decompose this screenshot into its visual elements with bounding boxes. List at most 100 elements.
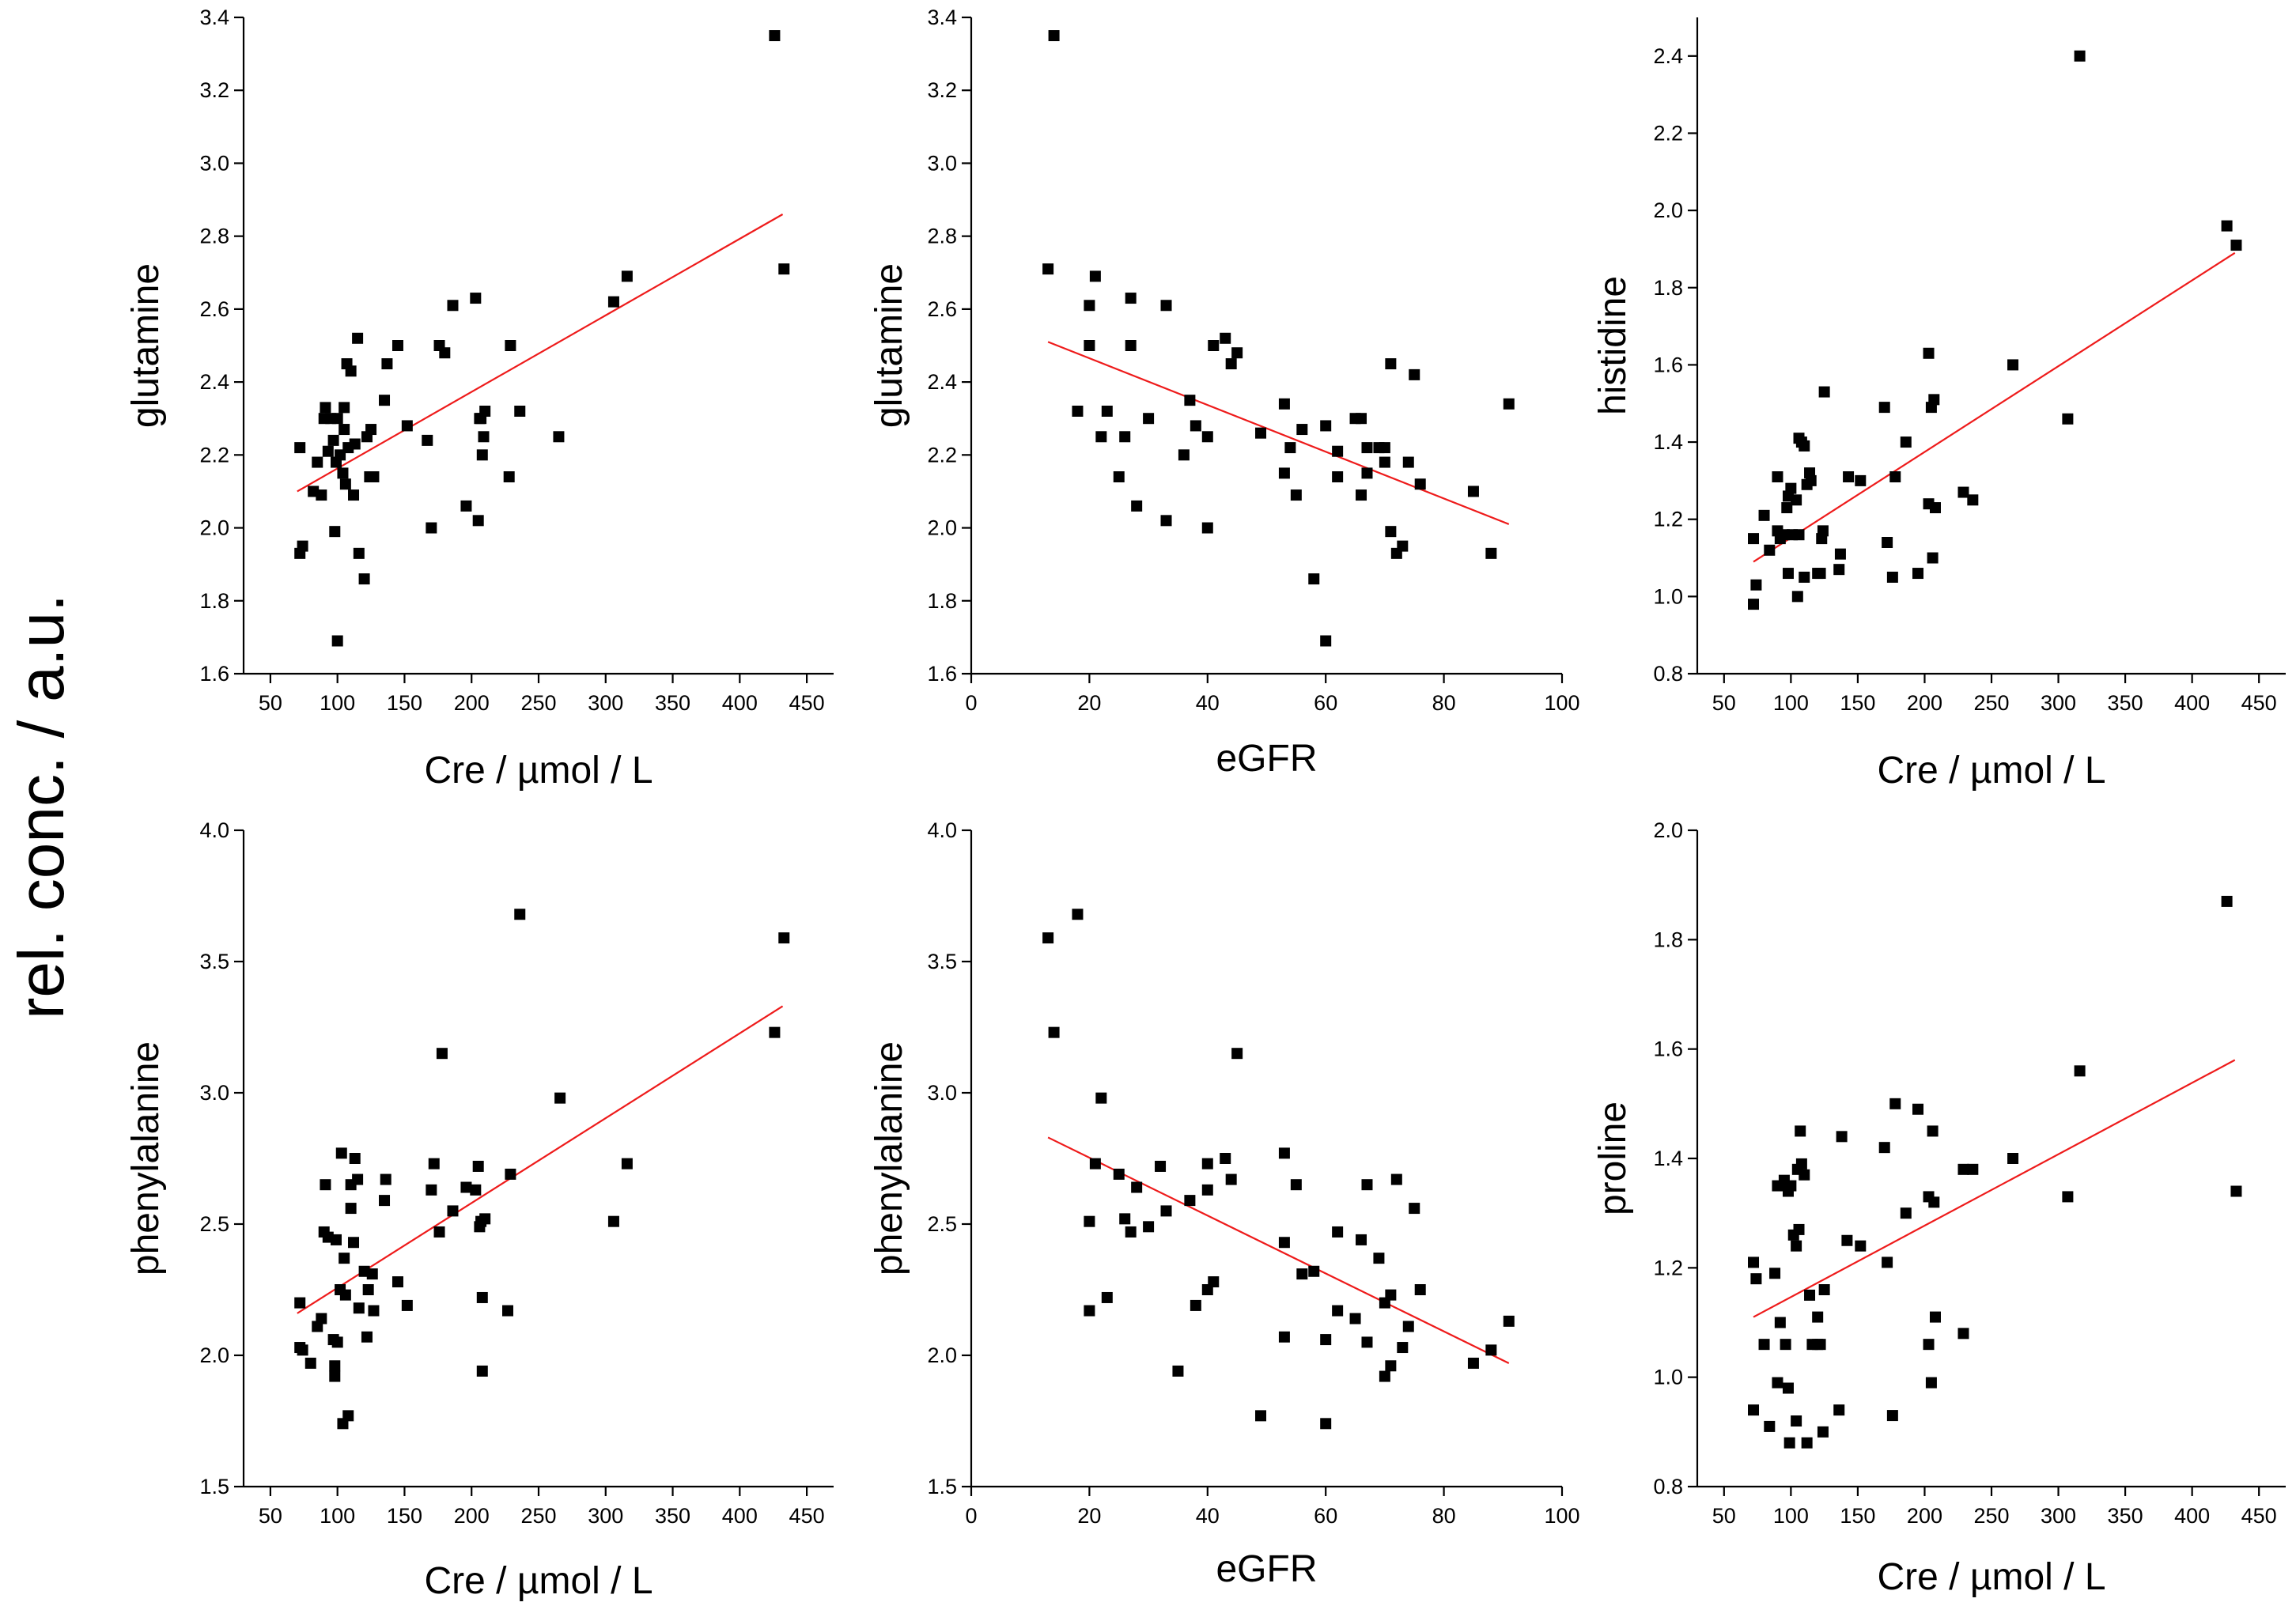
data-point bbox=[1089, 270, 1101, 282]
x-tick-label: 300 bbox=[2041, 1504, 2076, 1528]
x-tick-label: 300 bbox=[2041, 691, 2076, 715]
x-tick-label: 350 bbox=[655, 1504, 690, 1528]
data-point bbox=[368, 1305, 380, 1317]
data-point bbox=[1817, 1426, 1829, 1438]
data-point bbox=[1356, 413, 1367, 425]
data-point bbox=[1255, 427, 1267, 439]
data-point bbox=[1414, 1284, 1426, 1295]
data-point bbox=[1290, 1179, 1302, 1191]
data-point bbox=[1882, 1256, 1893, 1268]
y-tick-label: 1.2 bbox=[1653, 508, 1683, 531]
data-point bbox=[1125, 1226, 1137, 1238]
x-tick-label: 450 bbox=[2241, 691, 2277, 715]
x-tick-label: 50 bbox=[259, 1504, 282, 1528]
data-point bbox=[1296, 424, 1308, 436]
data-point bbox=[1764, 544, 1776, 556]
data-point bbox=[1225, 1173, 1237, 1185]
data-point bbox=[1912, 1103, 1923, 1115]
data-point bbox=[1900, 436, 1912, 448]
data-point bbox=[478, 431, 490, 443]
x-tick-label: 300 bbox=[588, 691, 623, 715]
data-point bbox=[476, 1291, 488, 1303]
x-tick-label: 60 bbox=[1314, 1504, 1337, 1528]
y-tick-label: 1.0 bbox=[1653, 584, 1683, 608]
shared-y-axis-title: rel. conc. / a.u. bbox=[6, 594, 78, 1019]
data-point bbox=[2230, 1185, 2242, 1197]
y-tick-label: 1.0 bbox=[1653, 1366, 1683, 1389]
data-point bbox=[553, 431, 565, 443]
data-point bbox=[1886, 1410, 1898, 1422]
x-tick-label: 60 bbox=[1314, 691, 1337, 715]
data-point bbox=[1758, 1339, 1770, 1351]
y-tick-label: 2.0 bbox=[927, 1343, 957, 1367]
data-point bbox=[1084, 300, 1095, 312]
data-point bbox=[472, 515, 484, 527]
data-point bbox=[1791, 1240, 1802, 1252]
data-point bbox=[1113, 471, 1125, 482]
data-point bbox=[1855, 1240, 1867, 1252]
y-tick-label: 1.5 bbox=[927, 1475, 957, 1498]
y-tick-label: 3.5 bbox=[199, 950, 229, 973]
data-point bbox=[1095, 431, 1107, 443]
data-point bbox=[1774, 1317, 1786, 1328]
y-tick-label: 1.5 bbox=[199, 1475, 229, 1498]
data-point bbox=[1799, 1169, 1810, 1181]
y-tick-label: 1.6 bbox=[199, 662, 229, 686]
data-point bbox=[1385, 358, 1397, 370]
data-point bbox=[1783, 1437, 1795, 1449]
y-tick-label: 3.0 bbox=[199, 151, 229, 175]
x-axis-title: eGFR bbox=[1216, 738, 1317, 780]
data-point bbox=[426, 1184, 437, 1196]
data-point bbox=[339, 1253, 350, 1264]
data-point bbox=[1332, 1305, 1344, 1317]
y-tick-label: 1.6 bbox=[927, 662, 957, 686]
data-point bbox=[1929, 1311, 1941, 1323]
data-point bbox=[2230, 240, 2242, 251]
x-tick-label: 400 bbox=[722, 691, 758, 715]
data-point bbox=[1143, 1221, 1155, 1233]
data-point bbox=[1791, 494, 1802, 506]
data-point bbox=[472, 1160, 484, 1172]
data-point bbox=[502, 1305, 514, 1317]
data-point bbox=[1084, 340, 1095, 351]
y-tick-label: 4.0 bbox=[199, 818, 229, 842]
data-point bbox=[1385, 526, 1397, 538]
y-axis-title: phenylalanine bbox=[868, 1041, 910, 1275]
data-point bbox=[1125, 340, 1137, 351]
data-point bbox=[1184, 1195, 1196, 1207]
data-point bbox=[339, 1289, 351, 1301]
data-point bbox=[1379, 1370, 1390, 1382]
y-tick-label: 2.0 bbox=[927, 516, 957, 540]
data-point bbox=[1928, 1196, 1940, 1208]
data-point bbox=[1320, 420, 1332, 432]
data-point bbox=[380, 1173, 391, 1185]
x-tick-label: 200 bbox=[454, 1504, 490, 1528]
data-point bbox=[1785, 482, 1797, 494]
data-point bbox=[1791, 591, 1803, 603]
data-point bbox=[379, 395, 391, 406]
data-point bbox=[1748, 533, 1760, 545]
y-tick-label: 2.8 bbox=[927, 225, 957, 248]
data-point bbox=[1125, 293, 1137, 304]
data-point bbox=[1379, 442, 1390, 454]
data-point bbox=[1799, 571, 1810, 583]
x-axis-title: Cre / µmol / L bbox=[424, 750, 652, 792]
data-point bbox=[1320, 1418, 1332, 1430]
x-tick-label: 40 bbox=[1196, 691, 1220, 715]
data-point bbox=[365, 424, 377, 436]
data-point bbox=[353, 1302, 365, 1314]
y-tick-label: 0.8 bbox=[1653, 662, 1683, 686]
data-point bbox=[1928, 394, 1940, 406]
x-tick-label: 100 bbox=[1773, 691, 1809, 715]
data-point bbox=[554, 1092, 566, 1104]
data-point bbox=[352, 332, 364, 344]
data-point bbox=[1843, 471, 1855, 482]
data-point bbox=[1900, 1207, 1912, 1219]
data-point bbox=[312, 456, 323, 468]
data-point bbox=[1782, 1382, 1794, 1394]
data-point bbox=[1119, 431, 1131, 443]
data-point bbox=[2074, 50, 2086, 62]
x-tick-label: 200 bbox=[454, 691, 490, 715]
data-point bbox=[1373, 1253, 1385, 1264]
data-point bbox=[1231, 347, 1243, 359]
